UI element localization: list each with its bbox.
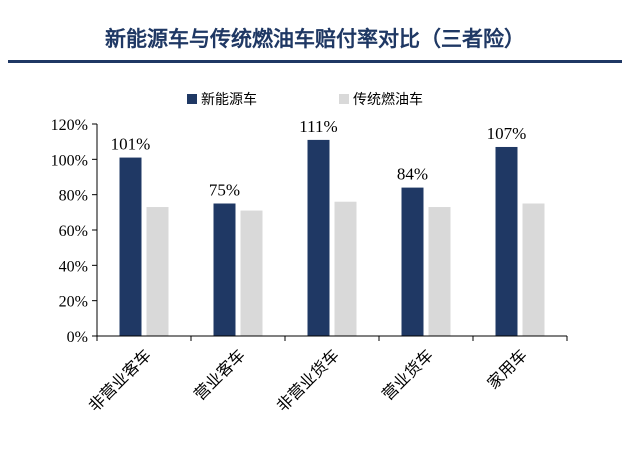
category-label: 非营业货车 — [273, 345, 343, 415]
bar-series-1 — [401, 187, 424, 336]
legend-label-series-2: 传统燃油车 — [353, 91, 423, 108]
data-labels: 101% 75% 111% 84% 107% — [111, 117, 527, 200]
bar-series-1 — [213, 203, 236, 336]
bars — [119, 139, 545, 336]
bar-series-1 — [119, 157, 142, 336]
category-label: 营业客车 — [190, 345, 249, 404]
bar-series-2 — [428, 207, 451, 336]
x-axis: 非营业客车 营业客车 非营业货车 营业货车 家用车 — [85, 335, 568, 415]
y-tick-label: 0% — [67, 329, 88, 346]
bar-series-2 — [240, 210, 263, 336]
y-tick-label: 80% — [59, 188, 88, 205]
legend-swatch-series-1 — [187, 94, 197, 104]
y-tick-label: 60% — [59, 223, 88, 240]
bar-series-2 — [334, 201, 357, 336]
legend: 新能源车 传统燃油车 — [187, 91, 423, 108]
y-tick-label: 20% — [59, 294, 88, 311]
data-label: 84% — [397, 165, 428, 184]
data-label: 107% — [487, 124, 527, 143]
category-label: 家用车 — [483, 345, 530, 392]
data-label: 111% — [299, 117, 337, 136]
bar-series-1 — [307, 139, 330, 336]
y-tick-label: 100% — [51, 152, 88, 169]
y-tick-label: 120% — [51, 117, 88, 134]
chart-title: 新能源车与传统燃油车赔付率对比（三者险） — [105, 26, 525, 51]
bar-series-2 — [146, 207, 169, 336]
bar-series-2 — [522, 203, 545, 336]
data-label: 75% — [209, 181, 240, 200]
category-label: 营业货车 — [378, 345, 437, 404]
y-tick-label: 40% — [59, 258, 88, 275]
y-axis: 0% 20% 40% 60% 80% 100% 120% — [51, 117, 98, 346]
category-label: 非营业客车 — [85, 345, 155, 415]
legend-label-series-1: 新能源车 — [201, 91, 257, 108]
legend-swatch-series-2 — [339, 94, 349, 104]
title-rule — [8, 60, 622, 63]
data-label: 101% — [111, 135, 151, 154]
bar-series-1 — [495, 146, 518, 336]
